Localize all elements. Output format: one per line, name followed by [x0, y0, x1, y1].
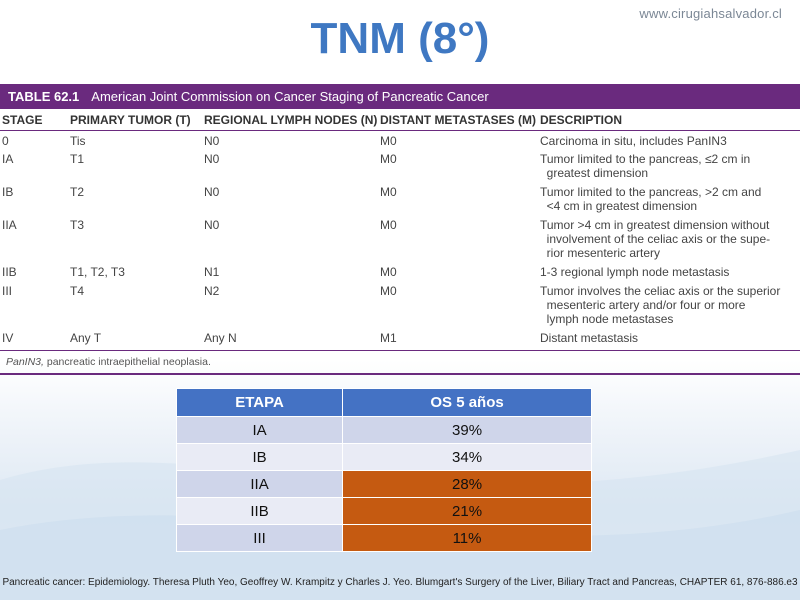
description-line: involvement of the celiac axis or the su…	[540, 232, 771, 246]
description-cell: Tumor limited to the pancreas, ≤2 cm in …	[540, 152, 800, 180]
metastases-cell: M0	[380, 265, 397, 279]
lymph-nodes-cell: N0	[204, 152, 220, 166]
stage-cell: 0	[2, 134, 9, 148]
lymph-nodes-cell: N2	[204, 284, 220, 298]
column-header: REGIONAL LYMPH NODES (N)	[204, 112, 378, 127]
table-row: IB T2 N0 M0 Tumor limited to the pancreas, >…	[0, 185, 800, 213]
table-divider	[0, 350, 800, 351]
description-cell: Carcinoma in situ, includes PanIN3	[540, 134, 800, 148]
table-body: 0 Tis N0 M0 Carcinoma in situ, includes PanI…	[0, 131, 800, 345]
lymph-nodes-cell: N0	[204, 218, 220, 232]
footnote-text: pancreatic intraepithelial neoplasia.	[43, 356, 211, 368]
metastases-cell: M0	[380, 134, 397, 148]
description-line: Distant metastasis	[540, 331, 639, 345]
lymph-nodes-cell: N1	[204, 265, 220, 279]
etapa-cell: III	[175, 524, 344, 552]
column-header: DESCRIPTION	[540, 112, 623, 127]
table-row: IV Any T Any N M1 Distant metastasis	[0, 331, 800, 345]
description-line: Tumor involves the celiac axis or the su…	[540, 284, 781, 298]
table-row: IA T1 N0 M0 Tumor limited to the pancreas, ≤…	[0, 152, 800, 180]
description-line: <4 cm in greatest dimension	[540, 199, 698, 213]
etapa-cell: IIB	[175, 497, 344, 525]
metastases-cell: M1	[380, 331, 397, 345]
table-number: TABLE 62.1	[8, 89, 80, 104]
description-line: Carcinoma in situ, includes PanIN3	[540, 134, 727, 148]
stage-cell: IIB	[2, 265, 17, 279]
table-footnote: PanIN3, pancreatic intraepithelial neopl…	[0, 351, 800, 373]
table-column-headers: STAGE PRIMARY TUMOR (T) REGIONAL LYMPH N…	[0, 109, 800, 131]
survival-row: IB 34%	[175, 443, 592, 471]
description-line: Tumor >4 cm in greatest dimension withou…	[540, 218, 770, 232]
os-cell: 39%	[342, 416, 592, 444]
etapa-cell: IB	[175, 443, 344, 471]
primary-tumor-cell: T1	[70, 152, 85, 166]
table-row: III T4 N2 M0 Tumor involves the celiac axis …	[0, 284, 800, 326]
stage-cell: IIA	[2, 218, 17, 232]
lymph-nodes-cell: N0	[204, 185, 220, 199]
description-line: rior mesenteric artery	[540, 246, 661, 260]
survival-row: IIA 28%	[175, 470, 592, 498]
description-line: greatest dimension	[540, 166, 649, 180]
metastases-cell: M0	[380, 152, 397, 166]
stage-cell: IV	[2, 331, 14, 345]
primary-tumor-cell: T3	[70, 218, 85, 232]
primary-tumor-cell: Any T	[70, 331, 102, 345]
etapa-cell: IIA	[175, 470, 344, 498]
primary-tumor-cell: Tis	[70, 134, 86, 148]
lymph-nodes-cell: Any N	[204, 331, 237, 345]
description-cell: 1-3 regional lymph node metastasis	[540, 265, 800, 279]
stage-cell: IA	[2, 152, 14, 166]
survival-header-row: ETAPA OS 5 años	[175, 388, 592, 417]
primary-tumor-cell: T1, T2, T3	[70, 265, 125, 279]
table-row: IIB T1, T2, T3 N1 M0 1-3 regional lymph node…	[0, 265, 800, 279]
description-cell: Tumor limited to the pancreas, >2 cm and…	[540, 185, 800, 213]
survival-row: IIB 21%	[175, 497, 592, 525]
os-cell: 28%	[342, 470, 592, 498]
tnm-staging-table: TABLE 62.1 American Joint Commission on …	[0, 84, 800, 375]
description-cell: Tumor involves the celiac axis or the su…	[540, 284, 800, 326]
primary-tumor-cell: T2	[70, 185, 85, 199]
table-caption-bar: TABLE 62.1 American Joint Commission on …	[0, 84, 800, 109]
page-title: TNM (8°)	[310, 14, 490, 63]
primary-tumor-cell: T4	[70, 284, 85, 298]
description-cell: Tumor >4 cm in greatest dimension withou…	[540, 218, 800, 260]
description-line: 1-3 regional lymph node metastasis	[540, 265, 730, 279]
survival-row: III 11%	[175, 524, 592, 552]
description-line: Tumor limited to the pancreas, >2 cm and	[540, 185, 762, 199]
header-etapa: ETAPA	[175, 388, 344, 417]
site-url: www.cirugiahsalvador.cl	[639, 6, 782, 21]
os-cell: 21%	[342, 497, 592, 525]
lymph-nodes-cell: N0	[204, 134, 220, 148]
table-caption: American Joint Commission on Cancer Stag…	[91, 89, 489, 104]
description-line: lymph node metastases	[540, 312, 674, 326]
etapa-cell: IA	[175, 416, 344, 444]
metastases-cell: M0	[380, 185, 397, 199]
metastases-cell: M0	[380, 218, 397, 232]
header-os: OS 5 años	[342, 388, 592, 417]
os-cell: 34%	[342, 443, 592, 471]
column-header: PRIMARY TUMOR (T)	[70, 112, 191, 127]
citation: Pancreatic cancer: Epidemiology. Theresa…	[2, 577, 798, 588]
metastases-cell: M0	[380, 284, 397, 298]
stage-cell: IB	[2, 185, 14, 199]
stage-cell: III	[2, 284, 13, 298]
column-header: STAGE	[2, 112, 43, 127]
description-line: mesenteric artery and/or four or more	[540, 298, 746, 312]
description-cell: Distant metastasis	[540, 331, 800, 345]
footnote-term: PanIN3,	[6, 356, 44, 368]
table-divider	[0, 373, 800, 375]
table-row: 0 Tis N0 M0 Carcinoma in situ, includes PanI…	[0, 134, 800, 148]
table-row: IIA T3 N0 M0 Tumor >4 cm in greatest dimensi…	[0, 218, 800, 260]
os-cell: 11%	[342, 524, 592, 552]
survival-table: ETAPA OS 5 años IA 39% IB 34% IIA 28% IIB 21% II…	[175, 388, 592, 552]
column-header: DISTANT METASTASES (M)	[380, 112, 536, 127]
description-line: Tumor limited to the pancreas, ≤2 cm in	[540, 152, 751, 166]
survival-row: IA 39%	[175, 416, 592, 444]
